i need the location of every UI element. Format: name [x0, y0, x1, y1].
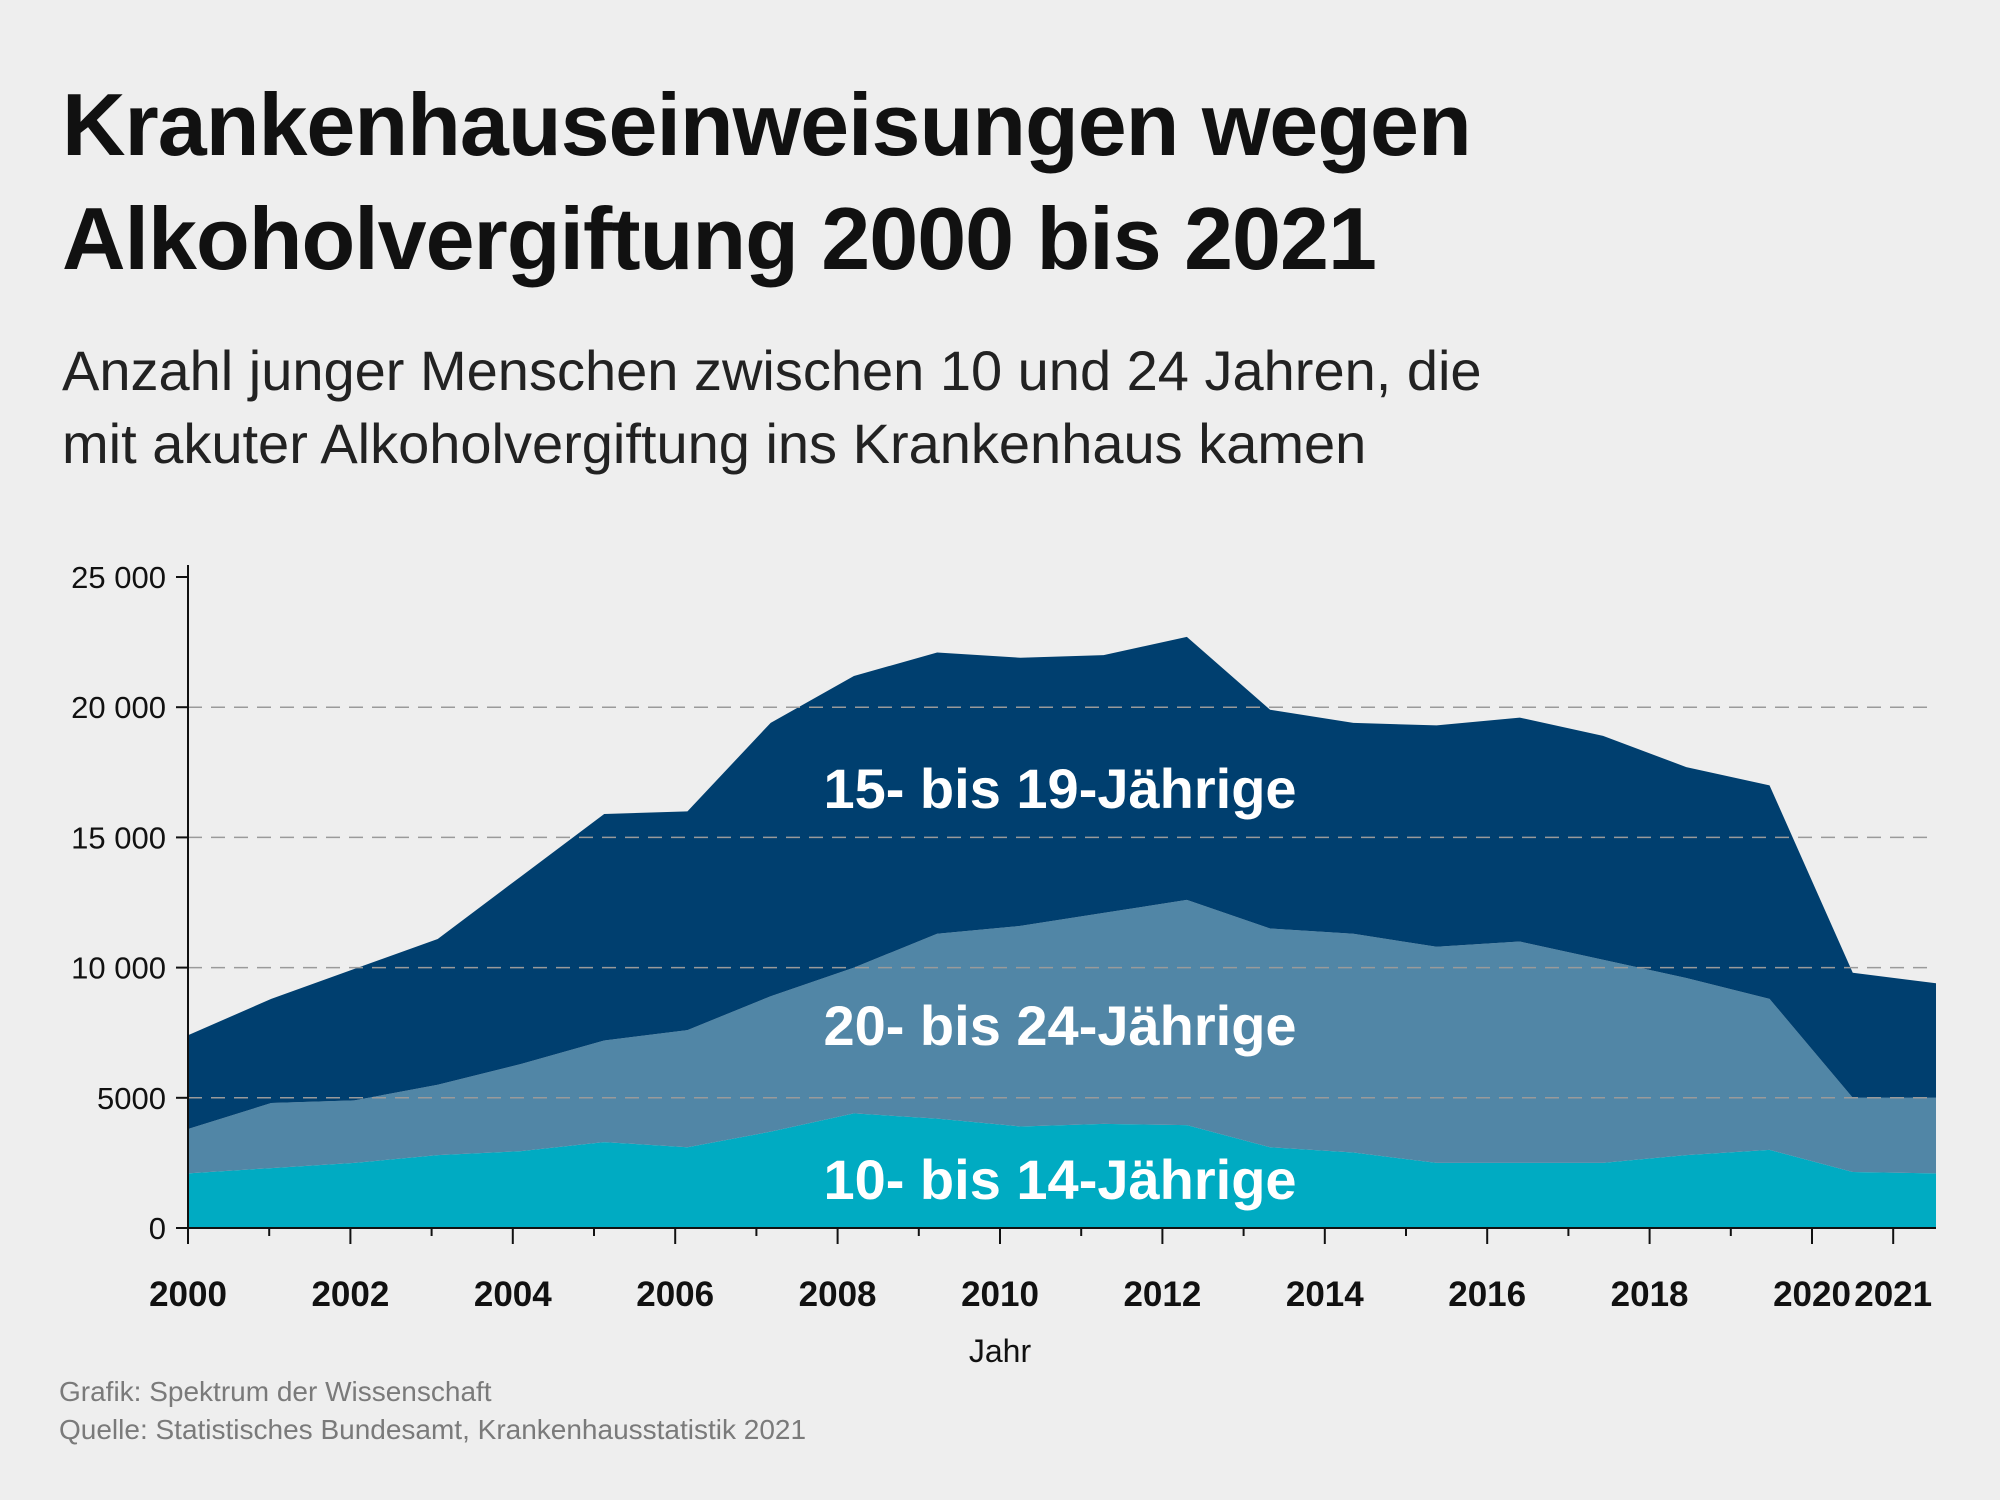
y-tick-label: 10 000 [71, 951, 166, 986]
y-tick-label: 15 000 [71, 820, 166, 855]
series-label: 20- bis 24-Jährige [823, 994, 1296, 1057]
y-tick-label: 0 [149, 1211, 166, 1246]
area-series-3 [188, 636, 1936, 1130]
gridlines [188, 706, 1936, 1099]
x-tick-label: 2010 [961, 1275, 1039, 1314]
areas [188, 636, 1936, 1228]
x-axis-label: Jahr [969, 1333, 1032, 1369]
y-tick-label: 20 000 [71, 690, 166, 725]
x-tick-label: 2002 [311, 1275, 389, 1314]
y-tick-label: 5000 [97, 1081, 166, 1116]
title-line-2: Alkoholvergiftung 2000 bis 2021 [62, 189, 1377, 288]
x-tick-label: 2004 [474, 1275, 552, 1314]
chart-title: Krankenhauseinweisungen wegen Alkoholver… [62, 68, 1762, 296]
x-tick-label: 2008 [799, 1275, 877, 1314]
x-tick-label: 2016 [1448, 1275, 1526, 1314]
series-label: 10- bis 14-Jährige [823, 1148, 1296, 1211]
axes: 0 5000 10 000 15 000 20 000 25 000 2000 2002 200… [71, 560, 1936, 1314]
subtitle-line-2: mit akuter Alkoholvergiftung ins Kranken… [62, 412, 1367, 475]
subtitle-line-1: Anzahl junger Menschen zwischen 10 und 2… [62, 339, 1482, 402]
x-tick-label: 2012 [1123, 1275, 1201, 1314]
title-line-1: Krankenhauseinweisungen wegen [62, 75, 1472, 174]
x-tick-label: 2014 [1286, 1275, 1364, 1314]
chart-subtitle: Anzahl junger Menschen zwischen 10 und 2… [62, 334, 1762, 480]
x-tick-label: 2006 [636, 1275, 714, 1314]
area-series-1 [188, 1113, 1936, 1228]
source-text: Quelle: Statistisches Bundesamt, Kranken… [59, 1414, 807, 1445]
x-tick-label: 2018 [1611, 1275, 1689, 1314]
y-tick-label: 25 000 [71, 560, 166, 595]
series-labels: 10- bis 14-Jährige 20- bis 24-Jährige 15- … [823, 757, 1296, 1211]
series-label: 15- bis 19-Jährige [823, 757, 1296, 820]
x-tick-label: 2020 [1773, 1275, 1851, 1314]
footer: Grafik: Spektrum der Wissenschaft Quelle… [59, 1373, 806, 1449]
credit-text: Grafik: Spektrum der Wissenschaft [59, 1376, 492, 1407]
x-tick-label: 2000 [149, 1275, 227, 1314]
x-tick-label: 2021 [1854, 1275, 1932, 1314]
